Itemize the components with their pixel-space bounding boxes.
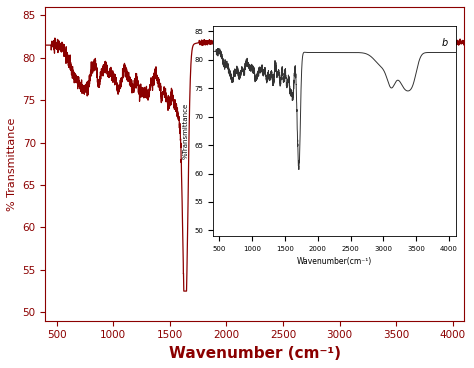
X-axis label: Wavenumber (cm⁻¹): Wavenumber (cm⁻¹) [169, 346, 341, 361]
Text: a: a [442, 23, 450, 37]
Y-axis label: % Transmittance: % Transmittance [7, 117, 17, 210]
